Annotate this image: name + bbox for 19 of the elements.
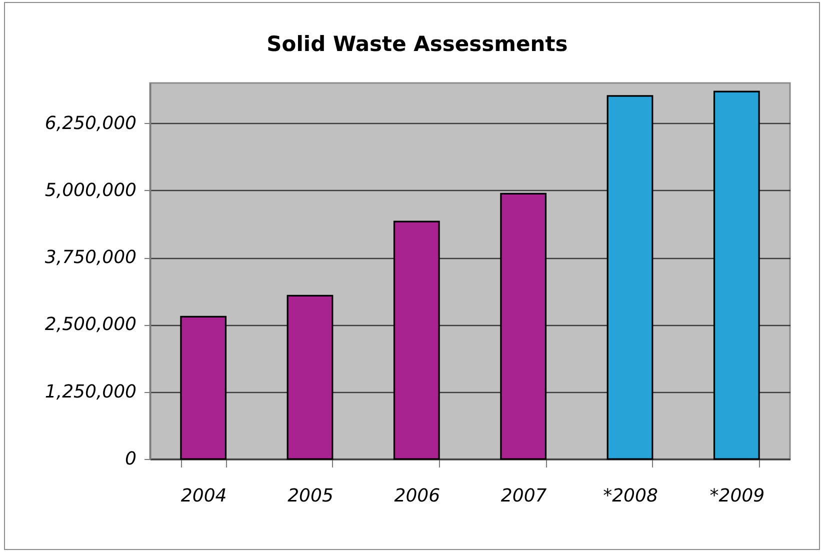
bar [180,316,227,460]
bar [393,220,440,460]
y-tick-label: 0 [125,448,136,470]
x-tick-label: 2007 [500,486,548,506]
bar [606,95,654,460]
y-tick-label: 3,750,000 [44,247,136,268]
bar [713,90,760,460]
x-tick-label: *2008 [603,486,658,506]
x-tick-label: 2006 [394,486,440,506]
y-tick-label: 6,250,000 [44,112,136,134]
chart-title: Solid Waste Assessments [266,32,568,56]
bar [500,192,547,460]
x-tick-label: *2009 [710,486,765,506]
y-tick-label: 1,250,000 [44,381,136,402]
bar [286,294,334,460]
x-tick-label: 2004 [180,486,227,506]
y-tick-label: 5,000,000 [44,180,136,201]
y-tick-label: 2,500,000 [44,314,136,336]
x-tick-label: 2005 [288,486,334,506]
